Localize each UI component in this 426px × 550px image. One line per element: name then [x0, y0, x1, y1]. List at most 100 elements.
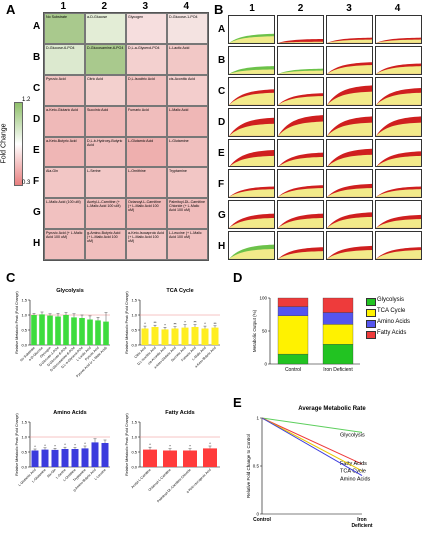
kinetic-cell [326, 107, 373, 137]
kinetic-column-label: 4 [394, 3, 401, 14]
heatmap-cell: D,L-Isocitric Acid [126, 74, 167, 106]
x-tick-label: Control [253, 517, 271, 523]
significance-marker: ** [213, 321, 217, 326]
kinetic-row-label: E [218, 147, 225, 159]
y-tick-label: 0.5 [253, 464, 260, 469]
series-line [261, 417, 363, 433]
kinetic-column-label: 2 [297, 3, 304, 14]
y-tick-label: 1.5 [131, 420, 137, 425]
treated-trace [229, 69, 274, 74]
kinetic-cell [277, 15, 324, 44]
kinetic-cell [228, 15, 275, 44]
bar [203, 448, 217, 467]
heatmap-cell: Pyruvic Acid [44, 74, 85, 106]
heatmap-cell: L-Lactic Acid [167, 43, 208, 75]
y-tick-label: 0.0 [21, 465, 27, 470]
treated-trace [229, 189, 274, 198]
significance-marker: ** [153, 320, 157, 325]
treated-trace [229, 155, 274, 167]
treated-trace [278, 251, 323, 259]
treated-trace [327, 217, 372, 229]
heatmap-cell: Citric Acid [85, 74, 126, 106]
heatmap-cell: L-Malic Acid (100 uM) [44, 198, 85, 230]
heatmap-cell: D,L-b-Hydroxy-Butyric Acid [85, 136, 126, 168]
y-tick-label: 0 [264, 362, 267, 367]
heatmap-row-label: A [33, 21, 41, 33]
significance-marker: * [74, 443, 76, 448]
kinetic-cell [326, 169, 373, 199]
kinetic-cell [228, 200, 275, 230]
y-tick-label: 0.5 [21, 328, 27, 333]
category-label: Control [285, 367, 301, 373]
treated-trace [376, 219, 421, 229]
category-label: Acetyl-L-Carnitine [130, 468, 151, 489]
kinetic-cell [375, 200, 422, 230]
kinetic-cell [277, 45, 324, 75]
heatmap-row-label: C [33, 83, 41, 95]
treated-trace [376, 155, 421, 167]
y-tick-label: 0.0 [21, 343, 27, 348]
legend-label: Amino Acids [377, 319, 411, 325]
y-axis-label: Relative Metabolic Peak (Fold Change) [125, 413, 129, 476]
y-tick-label: 1.0 [21, 435, 27, 440]
kinetic-row-label: F [218, 178, 225, 190]
legend-swatch [366, 309, 376, 317]
treated-trace [278, 41, 323, 43]
heatmap-cell: Ala-Gln [44, 167, 85, 199]
legend-label: Fatty Acids [377, 330, 407, 336]
bar [87, 319, 93, 345]
treated-trace [278, 156, 323, 167]
treated-trace [278, 218, 323, 229]
stacked-segment [277, 315, 309, 355]
kinetic-row-label: C [218, 86, 226, 98]
bar [41, 449, 49, 467]
significance-marker: * [84, 441, 86, 446]
legend-swatch [366, 331, 376, 339]
significance-marker: * [169, 444, 171, 449]
treated-trace [327, 188, 372, 198]
y-tick-label: 0.5 [131, 328, 137, 333]
heatmap-cell: L-Serine [85, 167, 126, 199]
panel-label-c: C [6, 270, 16, 285]
kinetic-cell [228, 76, 275, 106]
treated-trace [229, 249, 274, 259]
x-tick-label: Deficient [351, 523, 372, 529]
heatmap-cell: Succinic Acid [85, 105, 126, 137]
legend-swatch [366, 298, 376, 306]
y-axis-label: Relative Metabolic Peak (Fold Change) [15, 291, 19, 354]
y-tick-label: 1.5 [21, 298, 27, 303]
heatmap-column-label: 4 [183, 1, 190, 12]
kinetic-row-label: B [218, 55, 226, 67]
series-label: Amino Acids [340, 476, 371, 482]
kinetic-cell [326, 76, 373, 106]
treated-trace [376, 66, 421, 74]
kinetic-cell [228, 231, 275, 260]
heatmap-cell: Palmitoyl-DL-Carnitine Chloride (+ L-Mal… [167, 198, 208, 230]
bar [81, 448, 89, 467]
panel-label-d: D [233, 270, 243, 285]
y-tick-label: 100 [259, 296, 267, 301]
bar [71, 449, 79, 467]
kinetic-cell [277, 76, 324, 106]
y-tick-label: 0.5 [131, 450, 137, 455]
stacked-segment [322, 312, 354, 325]
y-tick-label: 1.0 [131, 435, 137, 440]
y-tick-label: 50 [262, 329, 268, 334]
kinetic-cell [277, 169, 324, 199]
kinetic-cell [375, 231, 422, 260]
treated-trace [278, 70, 323, 74]
bar [79, 318, 85, 345]
bar [141, 328, 149, 345]
treated-trace [278, 95, 323, 105]
heatmap-cell: g-Amino-Butyric Acid (+ L-Malic Acid 100… [85, 229, 126, 260]
heatmap-row-label: H [33, 237, 41, 249]
kinetic-cell [375, 107, 422, 137]
bar [95, 320, 101, 345]
bar [183, 450, 197, 467]
y-axis-label: Metabolic Output (%) [252, 309, 257, 352]
bar [39, 314, 45, 345]
x-tick-label: Iron [357, 517, 366, 523]
kinetic-row-label: D [218, 117, 226, 129]
heatmap-column-label: 1 [60, 1, 67, 12]
kinetic-row-label: G [218, 209, 226, 221]
